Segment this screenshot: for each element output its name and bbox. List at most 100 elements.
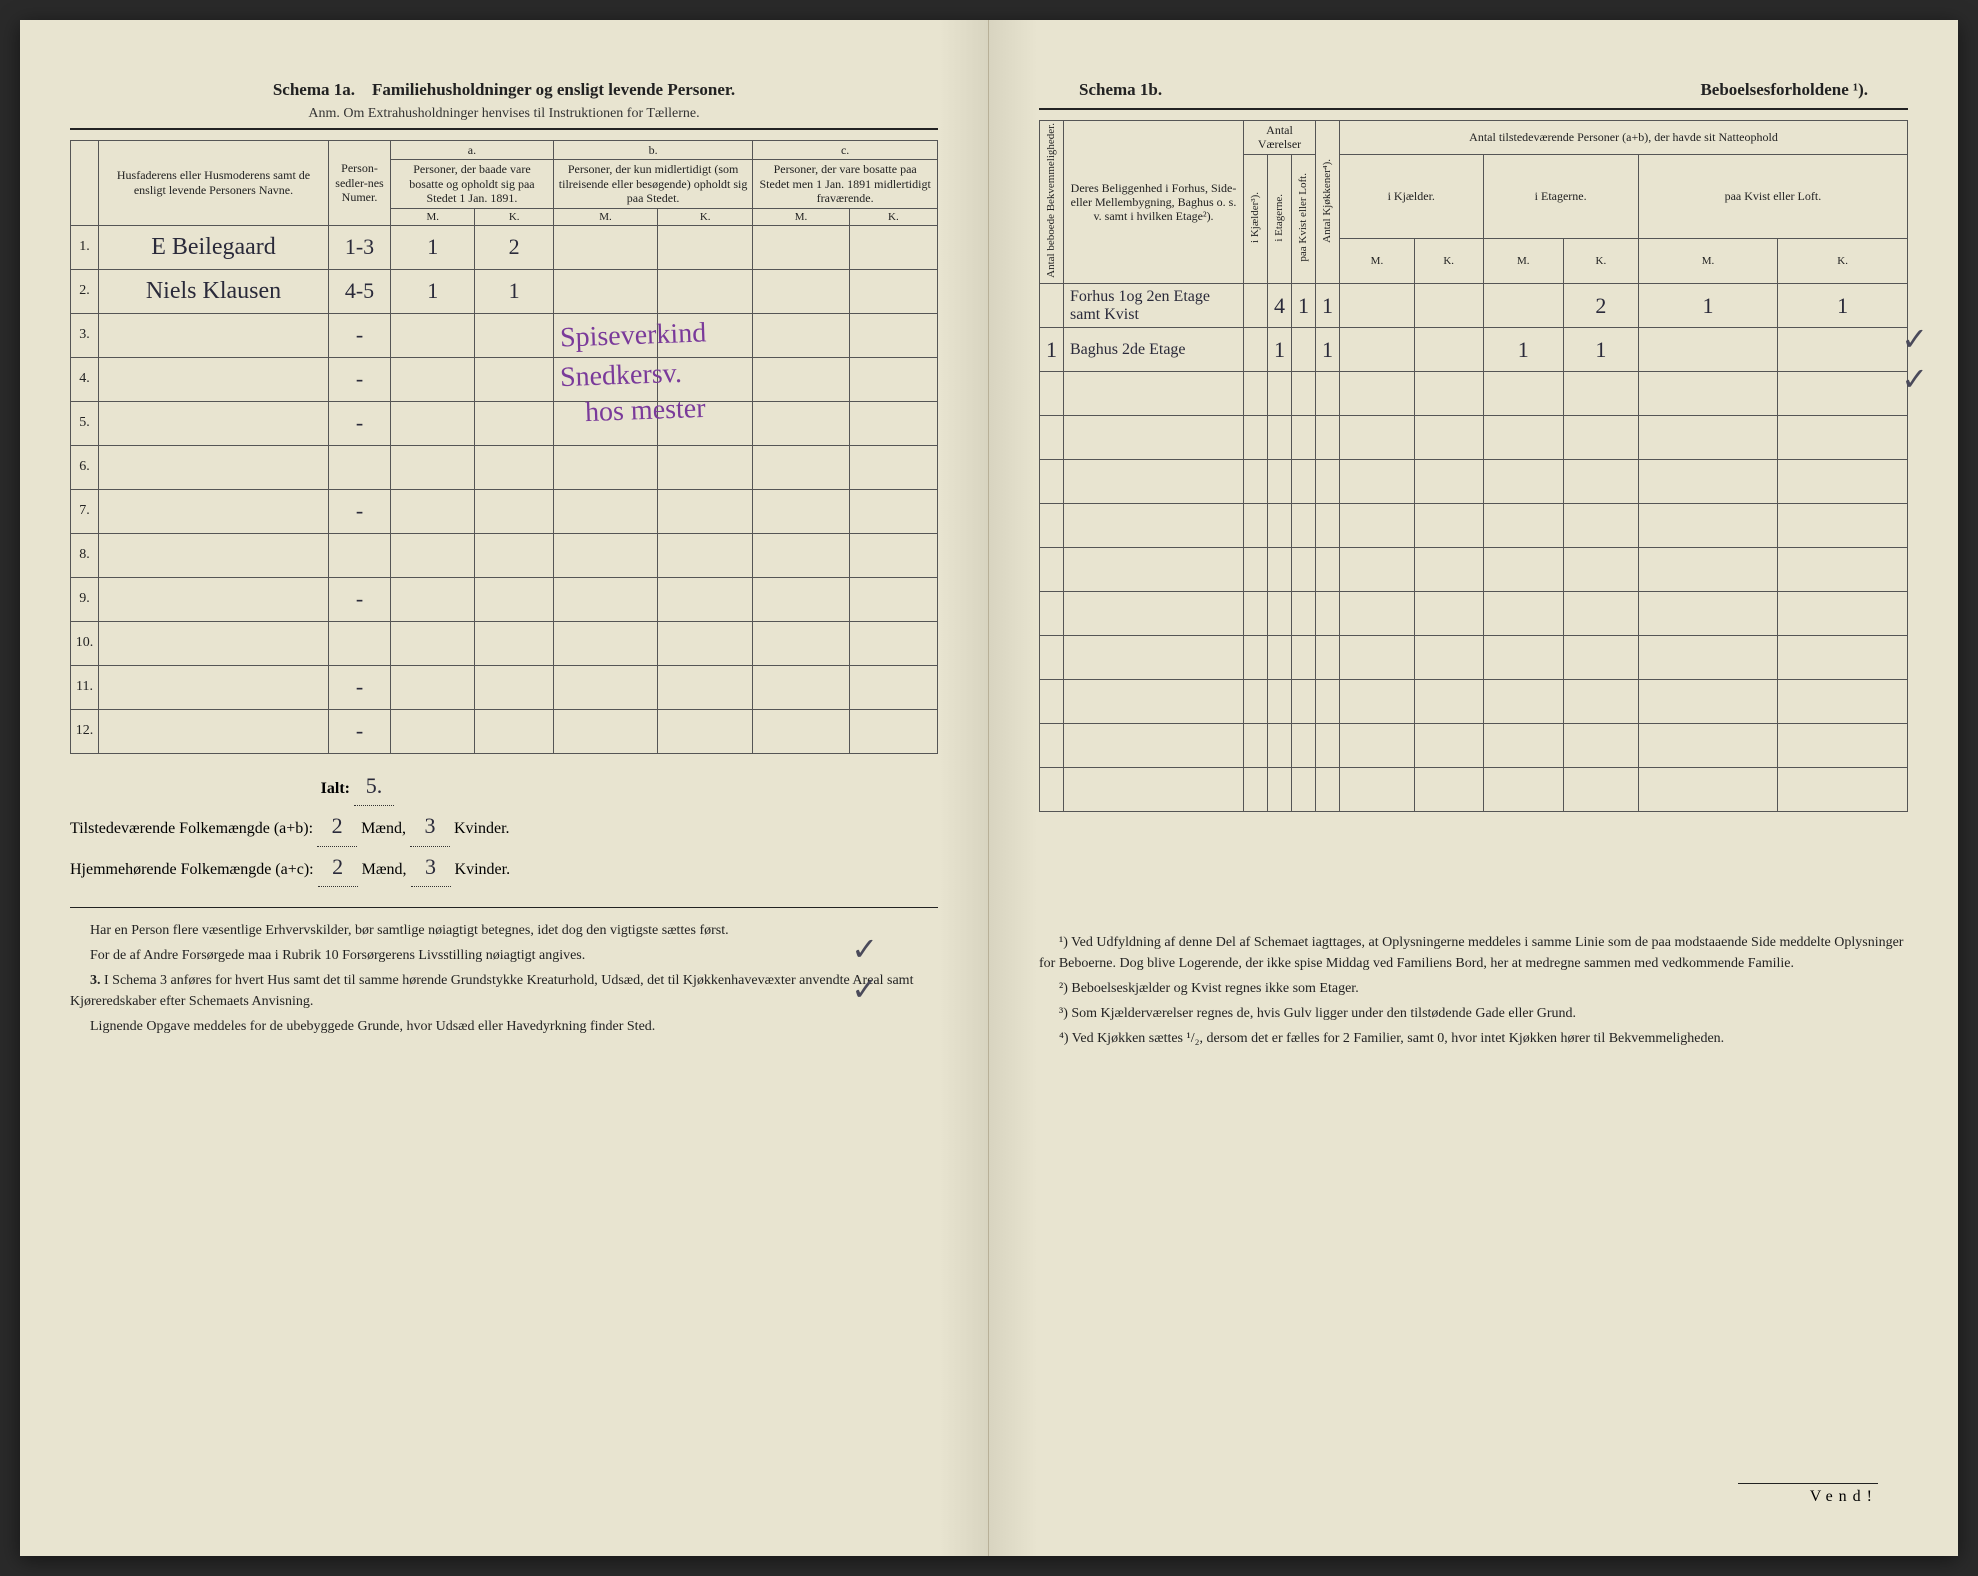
pkm-val: [1638, 460, 1777, 504]
c-k-val: [849, 709, 937, 753]
person-num: -: [329, 709, 391, 753]
right-page: Schema 1b. Beboelsesforholdene ¹). Antal…: [989, 20, 1958, 1556]
checkmark-4: ✓: [1901, 360, 1928, 398]
pkk-val: [1778, 768, 1908, 812]
tilstede-k: 3: [410, 806, 450, 847]
iem-val: [1483, 592, 1564, 636]
et-val: [1268, 680, 1292, 724]
iek-val: [1564, 680, 1639, 724]
a-m-val: [391, 445, 475, 489]
a-k-val: [475, 357, 553, 401]
iek-val: [1564, 504, 1639, 548]
name-cell: [99, 313, 329, 357]
c-m-val: [753, 225, 849, 269]
kj-val: [1244, 416, 1268, 460]
b-k-val: [658, 489, 753, 533]
row-num: 10.: [71, 621, 99, 665]
pkk-val: [1778, 724, 1908, 768]
kj-val: [1244, 548, 1268, 592]
c-m: M.: [753, 208, 849, 225]
iem-val: [1483, 724, 1564, 768]
ikm-val: [1340, 680, 1415, 724]
row-num: 4.: [71, 357, 99, 401]
row-num: 9.: [71, 577, 99, 621]
c-m-val: [753, 665, 849, 709]
iek-val: [1564, 372, 1639, 416]
sub-ikjaelder: i Kjælder.: [1340, 154, 1484, 238]
kv-val: [1292, 416, 1316, 460]
b-m-val: [553, 357, 657, 401]
table-row: [1040, 460, 1908, 504]
et-val: [1268, 768, 1292, 812]
ikm-val: [1340, 328, 1415, 372]
ikm-val: [1340, 416, 1415, 460]
pkk-val: 1: [1778, 284, 1908, 328]
table-row: 9. -: [71, 577, 938, 621]
belig-val: [1064, 592, 1244, 636]
foot-1: Har en Person flere væsentlige Erhvervsk…: [70, 920, 938, 941]
name-cell: [99, 665, 329, 709]
kv-val: [1292, 460, 1316, 504]
table-row: 4. -: [71, 357, 938, 401]
document-spread: Schema 1a. Familiehusholdninger og ensli…: [20, 20, 1958, 1556]
a-m-val: [391, 401, 475, 445]
sub-ietagerne: i Etagerne.: [1483, 154, 1638, 238]
a-k-val: [475, 489, 553, 533]
a-k-val: [475, 401, 553, 445]
person-num: -: [329, 357, 391, 401]
ikm-val: [1340, 724, 1415, 768]
col-rownum: [71, 141, 99, 226]
kjok-val: [1316, 548, 1340, 592]
ikk-val: [1414, 636, 1483, 680]
iem-val: [1483, 284, 1564, 328]
kjok-val: [1316, 504, 1340, 548]
c-m-val: [753, 489, 849, 533]
col-belig: Deres Beliggenhed i Forhus, Side- eller …: [1064, 121, 1244, 284]
kj-val: [1244, 328, 1268, 372]
a-m-val: [391, 577, 475, 621]
ialt-label: Ialt:: [70, 775, 350, 804]
bekv-val: [1040, 548, 1064, 592]
col-natteophold: Antal tilstedeværende Personer (a+b), de…: [1340, 121, 1908, 155]
col-kjokken: Antal Kjøkkener⁴).: [1316, 121, 1340, 284]
person-num: 1-3: [329, 225, 391, 269]
b-k-val: [658, 577, 753, 621]
ikk-val: [1414, 284, 1483, 328]
iem-val: [1483, 548, 1564, 592]
row-num: 1.: [71, 225, 99, 269]
maend-1: Mænd,: [361, 820, 406, 837]
name-cell: [99, 533, 329, 577]
belig-val: [1064, 372, 1244, 416]
col-names-header: Husfaderens eller Husmoderens samt de en…: [99, 141, 329, 226]
belig-val: [1064, 416, 1244, 460]
ie-m: M.: [1483, 238, 1564, 283]
sub-kjaelder: i Kjælder³).: [1244, 154, 1268, 283]
kjok-val: [1316, 636, 1340, 680]
pkk-val: [1778, 328, 1908, 372]
kjok-val: [1316, 592, 1340, 636]
table-row: [1040, 416, 1908, 460]
kjok-val: [1316, 416, 1340, 460]
table-row: [1040, 768, 1908, 812]
c-k-val: [849, 665, 937, 709]
table-row: Forhus 1og 2en Etage samt Kvist 4 1 1 2 …: [1040, 284, 1908, 328]
c-m-val: [753, 445, 849, 489]
c-k-val: [849, 533, 937, 577]
kv-val: [1292, 328, 1316, 372]
foot-3: I Schema 3 anføres for hvert Hus samt de…: [70, 973, 913, 1009]
a-k-val: [475, 665, 553, 709]
belig-val: [1064, 504, 1244, 548]
name-cell: [99, 401, 329, 445]
sub-etagerne: i Etagerne.: [1268, 154, 1292, 283]
col-vaerelser: Antal Værelser: [1244, 121, 1316, 155]
a-k-val: [475, 709, 553, 753]
col-person-header: Person-sedler-nes Numer.: [329, 141, 391, 226]
kj-val: [1244, 372, 1268, 416]
ik-k: K.: [1414, 238, 1483, 283]
belig-val: [1064, 548, 1244, 592]
person-num: 4-5: [329, 269, 391, 313]
belig-val: [1064, 460, 1244, 504]
table-row: 11. -: [71, 665, 938, 709]
census-table-right: Antal beboede Bekvemmeligheder. Deres Be…: [1039, 120, 1908, 812]
c-m-val: [753, 577, 849, 621]
